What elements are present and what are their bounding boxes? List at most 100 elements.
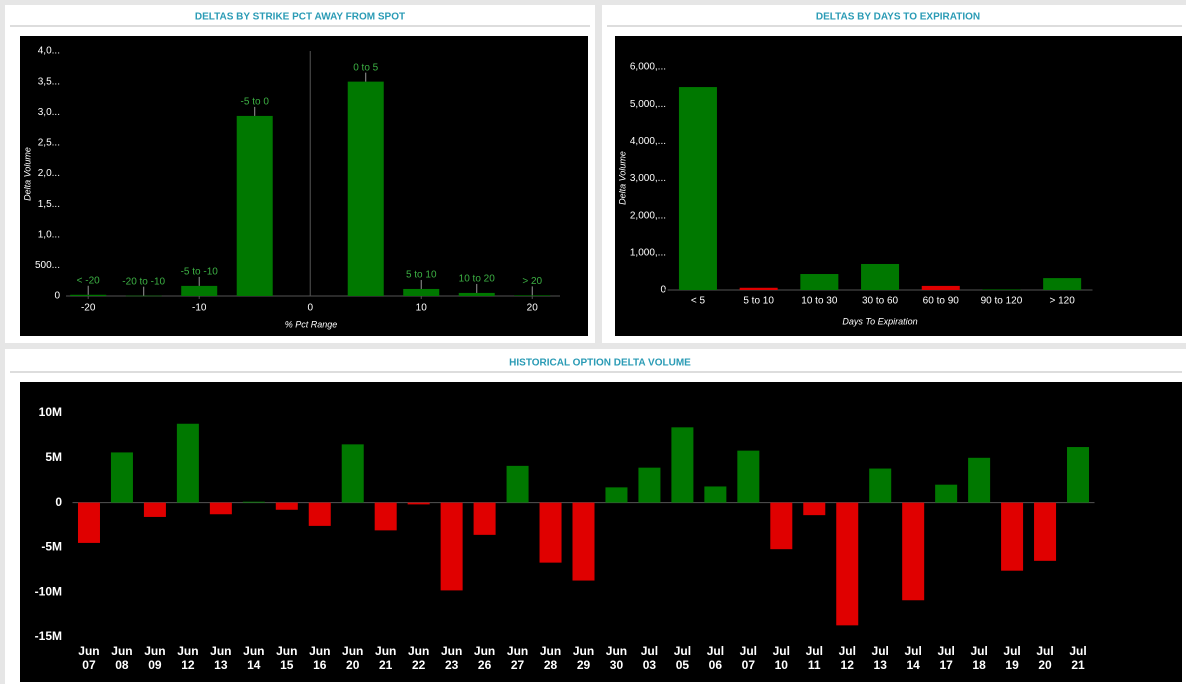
bar [861,263,900,290]
bar [209,502,232,515]
x-tick-label: Jun 30 [605,644,628,672]
bar [506,465,529,503]
bar [968,457,991,503]
bar [181,285,218,296]
bar [638,467,661,503]
y-tick-label: 5,000,... [630,99,666,110]
bar-label: -5 to 0 [241,97,270,108]
bar [374,502,397,531]
x-tick-label: 20 [527,303,539,314]
bar [458,292,495,296]
x-tick-label: < 5 [691,296,706,307]
y-tick-label: 500... [35,260,60,271]
y-tick-label: 0 [54,291,60,302]
bar [347,81,384,296]
bar [242,501,265,503]
bar [407,502,430,505]
x-tick-label: Jun 09 [144,644,166,672]
bar [440,502,463,591]
x-tick-label: Jul 07 [739,644,757,672]
x-axis-label: % Pct Range [285,319,338,329]
x-tick-label: -10 [192,303,207,314]
chart-title: DELTAS BY STRIKE PCT AWAY FROM SPOT [195,12,405,23]
x-tick-label: Jul 06 [706,644,725,672]
y-tick-label: 1,000,... [630,247,666,258]
bar [514,295,551,296]
y-axis-label: Delta Volume [22,147,32,201]
x-tick-label: Jun 12 [177,644,199,672]
bar [70,294,107,296]
x-tick-label: 5 to 10 [743,296,774,307]
x-tick-label: Jun 29 [572,644,595,672]
bar-label: 0 to 5 [353,62,378,73]
bar [803,502,826,516]
bar [308,502,331,526]
bar [77,502,100,543]
bar [739,287,778,290]
x-tick-label: Jul 19 [1003,644,1021,672]
y-tick-label: 10M [39,405,62,419]
bar [1043,278,1082,290]
y-tick-label: 4,0... [38,46,60,57]
x-tick-label: Jun 20 [342,644,364,672]
x-tick-label: Jul 10 [772,644,790,672]
bar [1067,447,1090,503]
x-tick-label: Jul 13 [871,644,889,672]
bar [737,450,760,503]
chart-title: DELTAS BY DAYS TO EXPIRATION [816,12,980,23]
bar [935,484,958,503]
plot-background [20,382,1182,682]
bar [275,502,298,510]
bar [1034,502,1057,561]
x-tick-label: Jul 21 [1069,644,1087,672]
bar [921,285,960,290]
bar-label: < -20 [77,275,101,286]
x-tick-label: Jun 23 [440,644,463,672]
bar [403,288,440,296]
bar [902,502,925,601]
y-tick-label: 2,5... [38,138,60,149]
x-tick-label: Jun 08 [111,644,133,672]
x-tick-label: 10 [416,303,428,314]
x-tick-label: 10 to 30 [801,296,838,307]
x-tick-label: Jun 26 [473,644,496,672]
bar [605,487,628,503]
bar-label: 10 to 20 [459,274,496,285]
bar [143,502,166,517]
y-axis-label: Delta Volume [617,151,627,205]
bar-label: -5 to -10 [181,267,219,278]
x-tick-label: 60 to 90 [923,296,960,307]
y-tick-label: 2,0... [38,168,60,179]
bar [1001,502,1024,571]
x-tick-label: Jun 27 [506,644,529,672]
y-tick-label: 3,000,... [630,173,666,184]
bar [341,444,364,503]
y-tick-label: 4,000,... [630,136,666,147]
x-tick-label: Jun 07 [78,644,100,672]
x-tick-label: Jul 12 [838,644,856,672]
y-tick-label: 0 [660,285,666,296]
bar [836,502,859,626]
bar [678,87,717,290]
y-tick-label: 3,5... [38,76,60,87]
x-tick-label: Jul 11 [805,644,823,672]
x-tick-label: Jul 17 [937,644,955,672]
plot-background [20,36,588,336]
y-tick-label: -10M [35,584,62,598]
y-tick-label: 3,0... [38,107,60,118]
x-tick-label: -20 [81,303,96,314]
x-tick-label: Jul 05 [673,644,692,672]
bar [236,115,273,296]
x-axis-label: Days To Expiration [842,316,917,326]
bar [982,289,1021,290]
x-tick-label: Jun 14 [243,644,265,672]
x-tick-label: 30 to 60 [862,296,899,307]
x-tick-label: Jul 14 [904,644,922,672]
bar [125,295,162,297]
x-tick-label: Jun 13 [210,644,232,672]
y-tick-label: -15M [35,629,62,643]
bar [473,502,496,535]
bar [704,486,727,503]
x-tick-label: Jul 03 [640,644,659,672]
